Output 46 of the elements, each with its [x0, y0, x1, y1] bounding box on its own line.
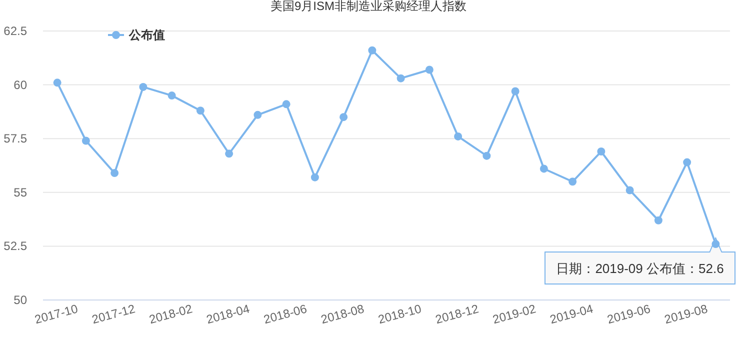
point [454, 132, 462, 140]
point [282, 100, 290, 108]
tooltip: 日期：2019-09 公布值：52.6 [544, 236, 736, 285]
point [540, 164, 548, 173]
x-tick-label: 2018-06 [262, 302, 309, 327]
x-tick-label: 2019-06 [606, 302, 652, 327]
x-tick-label: 2019-02 [491, 302, 538, 327]
x-tick-label: 2017-12 [90, 302, 137, 327]
point [110, 169, 119, 178]
point [168, 92, 176, 100]
x-tick-label: 2019-08 [662, 302, 710, 327]
point [310, 173, 319, 182]
annotation: 日期：2019-09 公布值：52.6 [556, 261, 724, 276]
point [482, 152, 491, 160]
point [511, 87, 520, 96]
point [712, 240, 720, 248]
x-tick-label: 2018-10 [376, 302, 424, 327]
point [225, 150, 234, 158]
y-tick-label: 62.5 [4, 24, 28, 38]
x-tick-label: 2018-08 [319, 302, 366, 327]
y-tick-label: 60 [14, 78, 28, 92]
point [626, 186, 634, 194]
point [425, 66, 434, 74]
point [82, 136, 90, 145]
y-tick-label: 57.5 [4, 132, 28, 146]
y-tick-label: 55 [14, 185, 28, 200]
point [568, 178, 577, 186]
x-tick-label: 2019-04 [548, 302, 595, 327]
x-tick-label: 2018-02 [148, 302, 194, 327]
point [654, 216, 662, 224]
point [196, 106, 204, 115]
point [396, 74, 405, 82]
point [53, 78, 62, 87]
point [597, 148, 606, 156]
point [340, 113, 348, 122]
legend-label: 公布值 [128, 28, 165, 42]
y-tick-label: 50 [14, 293, 28, 307]
chart-title: 美国9月ISM非制造业采购经理人指数 [270, 0, 467, 13]
x-tick-label: 2018-04 [204, 302, 252, 327]
y-tick-label: 52.5 [4, 239, 28, 254]
point [254, 110, 262, 119]
point [368, 46, 376, 54]
point [683, 158, 692, 166]
x-tick-label: 2017-10 [33, 302, 80, 327]
point [139, 82, 148, 91]
x-tick-label: 2018-12 [434, 302, 480, 327]
